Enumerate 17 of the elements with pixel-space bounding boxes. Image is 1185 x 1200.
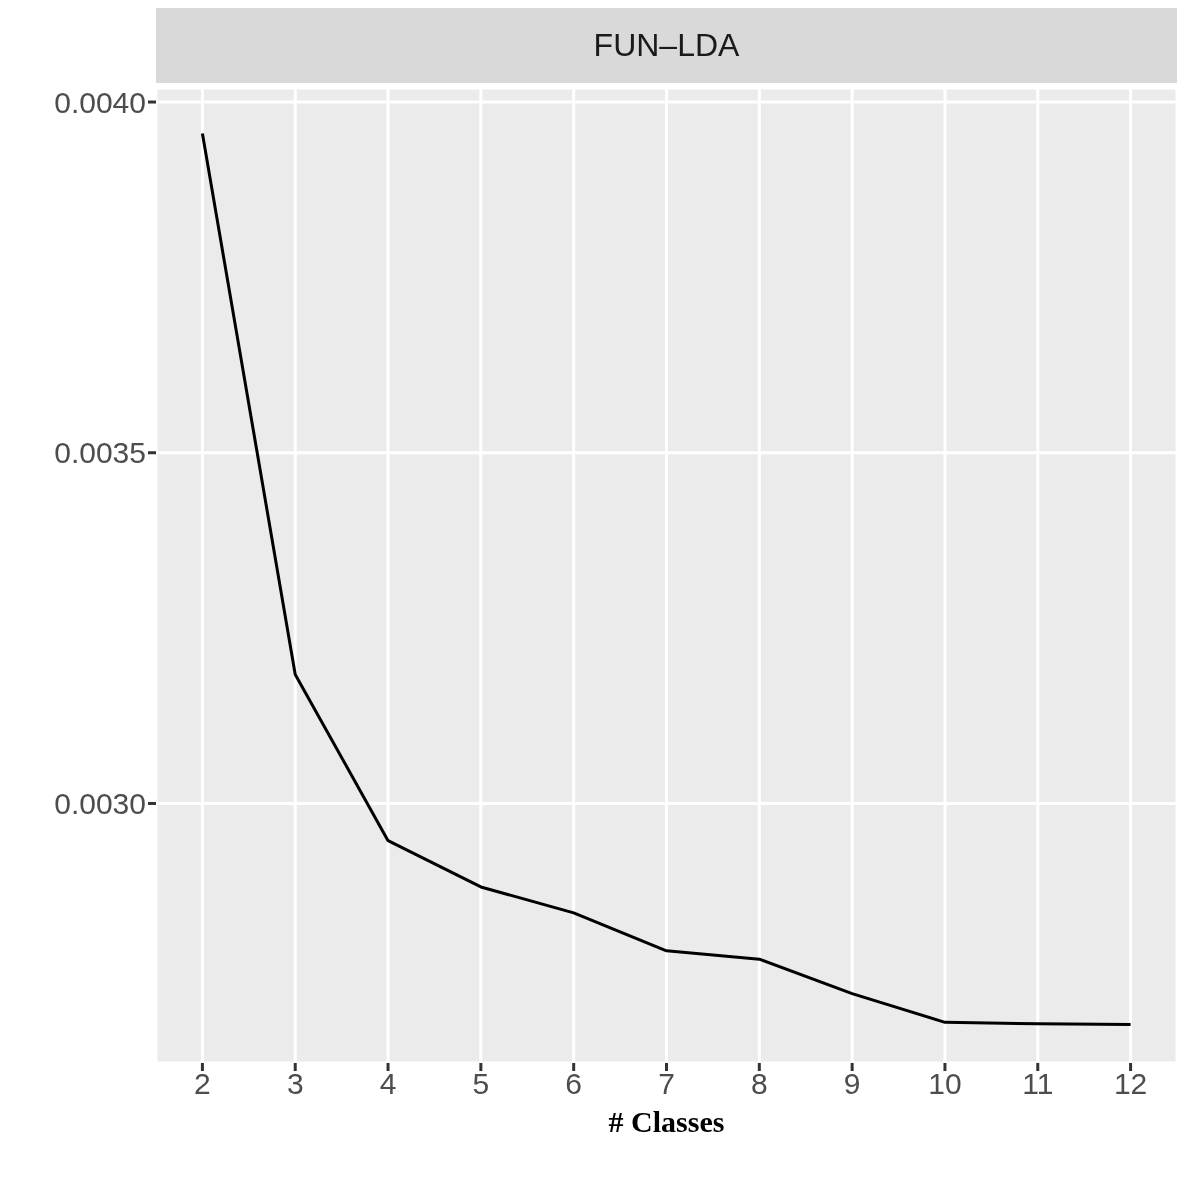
x-tick-label: 8 xyxy=(750,1067,768,1101)
x-tick-label: 3 xyxy=(286,1067,304,1101)
x-tick-label: 10 xyxy=(928,1067,962,1101)
line-series xyxy=(200,132,1133,1026)
y-tick-label: 0.0035 xyxy=(54,436,146,470)
x-tick-label: 6 xyxy=(565,1067,583,1101)
x-tick-label: 12 xyxy=(1113,1067,1148,1101)
chart-title: FUN–LDA xyxy=(156,8,1177,83)
x-tick-label: 9 xyxy=(843,1067,861,1101)
x-tick-label: 2 xyxy=(194,1067,211,1101)
x-tick-label: 11 xyxy=(1022,1067,1054,1101)
x-tick-label: 7 xyxy=(658,1067,675,1101)
y-tick-label: 0.0030 xyxy=(54,787,146,821)
y-tick-label: 0.0040 xyxy=(54,85,146,119)
x-tick-label: 5 xyxy=(472,1067,490,1101)
x-axis-title: # Classes xyxy=(607,1105,726,1139)
x-tick-label: 4 xyxy=(379,1067,397,1101)
